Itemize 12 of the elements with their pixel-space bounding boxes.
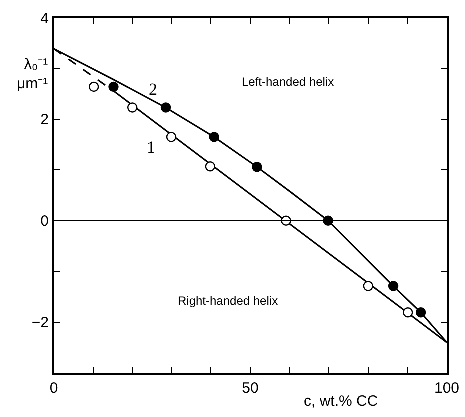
y-tick-label: 0: [40, 213, 49, 230]
annotation: Left-handed helix: [242, 75, 334, 89]
x-tick-label: 50: [242, 380, 259, 397]
annotation: 1: [147, 138, 156, 157]
y-tick-label: 4: [40, 10, 49, 28]
x-tick-label: 100: [434, 380, 460, 397]
y-tick-label: 2: [40, 112, 49, 129]
x-axis-title: c, wt.% CC: [304, 393, 378, 410]
y-axis-title: λ₀⁻¹ μm⁻¹: [17, 56, 48, 92]
y-tick-label: −2: [32, 314, 49, 332]
annotation: Right-handed helix: [178, 294, 278, 308]
annotation: 2: [149, 80, 158, 99]
